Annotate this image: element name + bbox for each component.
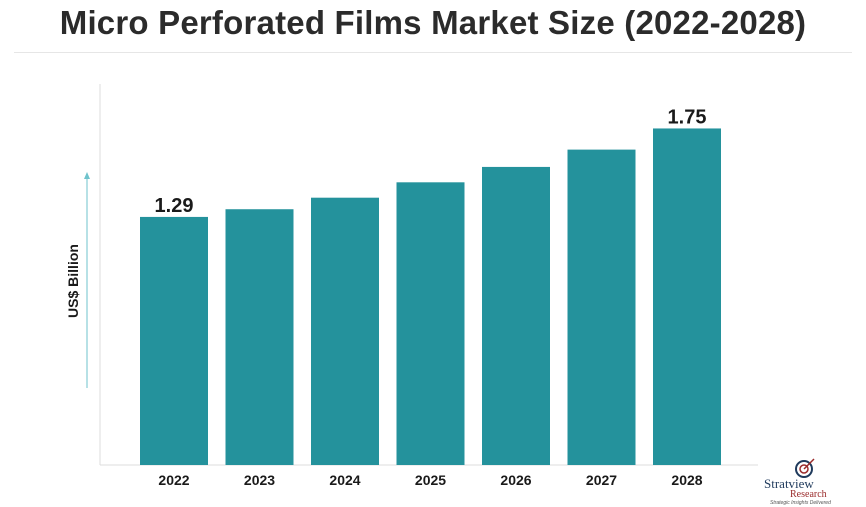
bar-2023: [225, 209, 294, 465]
bar-2026: [482, 166, 550, 465]
x-tick-labels: 2022 2023 2024 2025 2026 2027 2028: [158, 472, 702, 488]
x-tick-2022: 2022: [158, 472, 189, 488]
y-axis-label: US$ Billion: [65, 244, 81, 318]
bar-2027: [567, 149, 636, 465]
x-tick-2028: 2028: [671, 472, 702, 488]
x-tick-2025: 2025: [415, 472, 446, 488]
bar-2024: [311, 197, 379, 465]
x-tick-2023: 2023: [244, 472, 275, 488]
logo-name-part2: Research: [790, 489, 827, 500]
stratview-logo: Stratview Research Strategic Insights De…: [760, 458, 860, 506]
bars-group: [140, 128, 721, 466]
title-divider: [14, 52, 852, 53]
logo-name-part1: Stratview: [764, 476, 814, 491]
logo-emblem-icon: [795, 458, 815, 478]
bar-2022: [140, 216, 208, 465]
x-tick-2024: 2024: [329, 472, 360, 488]
data-labels: 1.29 1.75: [155, 106, 707, 216]
data-label-2028: 1.75: [668, 106, 707, 128]
logo-tagline: Strategic Insights Delivered: [770, 500, 831, 506]
x-tick-2026: 2026: [500, 472, 531, 488]
chart-title: Micro Perforated Films Market Size (2022…: [59, 4, 807, 41]
bar-2028: [653, 128, 721, 465]
x-tick-2027: 2027: [586, 472, 617, 488]
data-label-2022: 1.29: [155, 195, 194, 217]
bar-2025: [396, 182, 465, 466]
y-axis-arrow-icon: [84, 172, 90, 179]
